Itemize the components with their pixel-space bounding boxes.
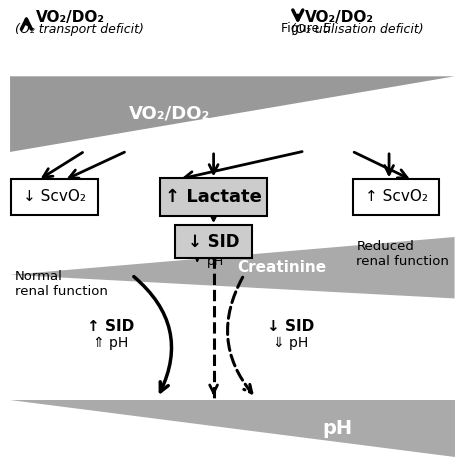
Text: VO₂/DO₂: VO₂/DO₂ — [36, 10, 105, 25]
Text: Normal
renal function: Normal renal function — [15, 270, 108, 298]
Text: Reduced
renal function: Reduced renal function — [356, 239, 449, 267]
Text: ↓ SID: ↓ SID — [188, 233, 239, 251]
Text: ↑ SID: ↑ SID — [87, 319, 134, 334]
Text: ↓ ScvO₂: ↓ ScvO₂ — [23, 189, 86, 204]
Text: Creatinine: Creatinine — [237, 260, 326, 275]
Text: VO₂/DO₂: VO₂/DO₂ — [305, 10, 374, 25]
FancyBboxPatch shape — [160, 178, 267, 216]
Polygon shape — [10, 76, 455, 152]
FancyBboxPatch shape — [353, 179, 439, 215]
Text: (O₂ utilisation deficit): (O₂ utilisation deficit) — [291, 23, 423, 36]
FancyBboxPatch shape — [11, 179, 98, 215]
FancyArrowPatch shape — [228, 277, 252, 393]
Text: ⇑ pH: ⇑ pH — [93, 337, 128, 350]
Text: pH: pH — [322, 419, 353, 438]
Text: ↓ SID: ↓ SID — [267, 319, 314, 334]
Text: pH: pH — [207, 255, 224, 268]
Text: ↑ Lactate: ↑ Lactate — [165, 188, 262, 206]
FancyBboxPatch shape — [175, 225, 252, 258]
Text: (O₂ transport deficit): (O₂ transport deficit) — [15, 23, 144, 36]
FancyArrowPatch shape — [134, 277, 172, 392]
Text: VO₂/DO₂: VO₂/DO₂ — [128, 104, 210, 122]
Text: ⇓ pH: ⇓ pH — [273, 337, 309, 350]
Text: Figure 5: Figure 5 — [282, 22, 332, 35]
Text: ↑ ScvO₂: ↑ ScvO₂ — [365, 189, 428, 204]
Polygon shape — [10, 237, 455, 299]
Polygon shape — [10, 400, 455, 457]
